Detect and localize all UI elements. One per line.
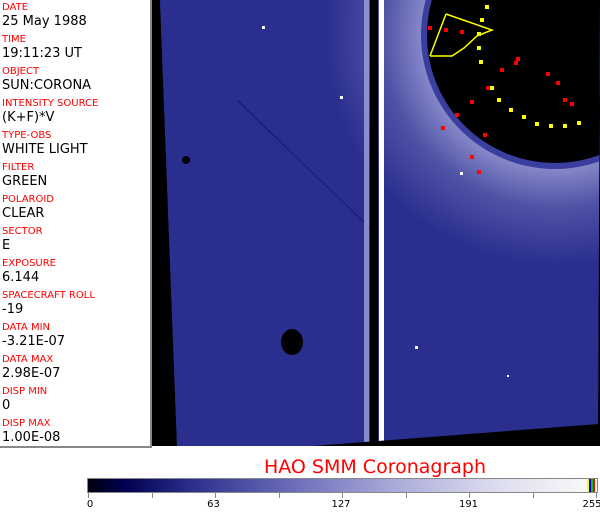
colorbar-tick	[532, 493, 534, 498]
header-info-panel: DATE 25 May 1988 TIME 19:11:23 UT OBJECT SUN:…	[0, 0, 152, 448]
field-label: DATA MAX	[2, 354, 54, 365]
header-field: INTENSITY SOURCE (K+F)*V	[0, 96, 150, 128]
field-value: 25 May 1988	[2, 14, 87, 29]
header-field: DATE 25 May 1988	[0, 0, 150, 32]
header-field: DATA MIN -3.21E-07	[0, 320, 150, 352]
dust-spot	[281, 329, 303, 355]
star	[415, 346, 418, 349]
colorbar-tick	[151, 493, 153, 498]
header-field: EXPOSURE 6.144	[0, 256, 150, 288]
pylon-edge	[364, 0, 369, 446]
occulter-pylon	[370, 0, 378, 446]
colorbar-overlay-blue	[589, 479, 591, 492]
colorbar[interactable]	[87, 478, 598, 493]
field-label: FILTER	[2, 162, 35, 173]
field-value: CLEAR	[2, 206, 45, 221]
field-value: E	[2, 238, 11, 253]
colorbar-overlay-red	[593, 479, 595, 492]
field-value: -3.21E-07	[2, 334, 66, 349]
field-label: EXPOSURE	[2, 258, 57, 269]
field-value: 2.98E-07	[2, 366, 61, 381]
field-label: TYPE-OBS	[2, 130, 52, 141]
colorbar-tick-label: 127	[331, 499, 351, 510]
field-label: POLAROID	[2, 194, 55, 205]
star	[460, 172, 463, 175]
field-value: -19	[2, 302, 24, 317]
diagonal-streak	[236, 99, 373, 231]
field-label: INTENSITY SOURCE	[2, 98, 99, 109]
header-field: TYPE-OBS WHITE LIGHT	[0, 128, 150, 160]
field-label: SPACECRAFT ROLL	[2, 290, 95, 301]
field-label: SECTOR	[2, 226, 43, 237]
field-value: SUN:CORONA	[2, 78, 92, 93]
colorbar-tick-label: 63	[207, 499, 220, 510]
header-field: OBJECT SUN:CORONA	[0, 64, 150, 96]
colorbar-tick-label: 191	[458, 499, 479, 510]
header-field: DISP MAX 1.00E-08	[0, 416, 150, 448]
field-label: DATA MIN	[2, 322, 50, 333]
colorbar-overlay-green	[591, 479, 593, 492]
colorbar-tick	[469, 493, 470, 498]
colorbar-overlay-yellow	[587, 479, 589, 492]
star	[507, 375, 509, 377]
field-value: 19:11:23 UT	[2, 46, 82, 61]
plot-title: HAO SMM Coronagraph	[263, 456, 487, 478]
overlay-markers	[428, 5, 581, 174]
pylon-bright-edge	[379, 0, 384, 446]
field-value: (K+F)*V	[2, 110, 55, 125]
colorbar-tick	[342, 493, 343, 498]
coronagraph-image[interactable]	[152, 0, 600, 446]
colorbar-tick	[278, 493, 280, 498]
field-value: GREEN	[2, 174, 48, 189]
star	[340, 96, 343, 99]
colorbar-tick	[215, 493, 216, 498]
field-label: DISP MAX	[2, 418, 51, 429]
field-label: TIME	[2, 34, 27, 45]
colorbar-tick-label: 0	[86, 499, 94, 510]
header-field: FILTER GREEN	[0, 160, 150, 192]
header-field: SPACECRAFT ROLL -19	[0, 288, 150, 320]
colorbar-tick	[405, 493, 407, 498]
header-field: DISP MIN 0	[0, 384, 150, 416]
header-field: SECTOR E	[0, 224, 150, 256]
colorbar-tick-label: 255	[582, 499, 600, 510]
field-value: 0	[2, 398, 11, 413]
colorbar-tick	[88, 493, 89, 498]
field-label: DISP MIN	[2, 386, 48, 397]
field-label: DATE	[2, 2, 29, 13]
header-field: DATA MAX 2.98E-07	[0, 352, 150, 384]
star	[262, 26, 265, 29]
field-value: 6.144	[2, 270, 40, 285]
colorbar-tick	[596, 493, 597, 498]
header-field: POLAROID CLEAR	[0, 192, 150, 224]
coronagraph-image-svg	[160, 0, 600, 446]
header-field: TIME 19:11:23 UT	[0, 32, 150, 64]
occulter-disk	[427, 0, 600, 163]
field-value: 1.00E-08	[2, 430, 61, 445]
field-label: OBJECT	[2, 66, 40, 77]
field-value: WHITE LIGHT	[2, 142, 88, 157]
dust-spot-small	[182, 156, 190, 164]
